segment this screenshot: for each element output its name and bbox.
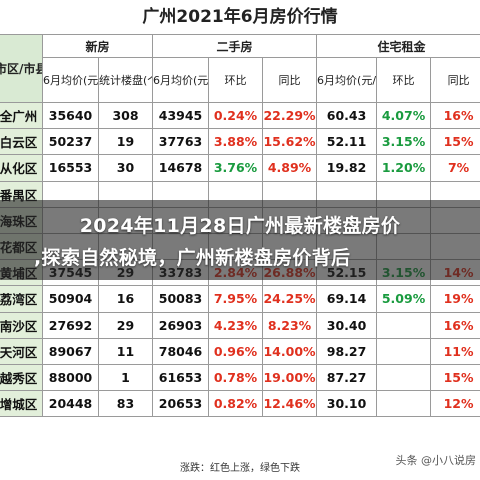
rent-price-cell: 30.10 bbox=[316, 390, 378, 418]
table-row: 荔湾区 50904 16 50083 7.95% 24.25% 69.14 5.09% 19% bbox=[0, 285, 480, 313]
sh-yoy-cell: 12.46% bbox=[262, 390, 318, 418]
new-count-cell: 30 bbox=[97, 154, 154, 182]
new-count-cell: 19 bbox=[97, 128, 154, 156]
sh-yoy-cell: 22.29% bbox=[262, 101, 318, 130]
new-price-cell: 27692 bbox=[42, 311, 99, 339]
rent-mom-cell bbox=[376, 363, 432, 392]
table-row: 从化区 16553 30 14678 3.76% 4.89% 19.82 1.20% 7% bbox=[0, 154, 480, 182]
sh-yoy-cell: 24.25% bbox=[262, 285, 318, 313]
new-price-cell: 50904 bbox=[42, 285, 99, 313]
table-row: 全广州 35640 308 43945 0.24% 22.29% 60.43 4.07% 16% bbox=[0, 101, 480, 130]
district-name-cell: 天河区 bbox=[0, 337, 43, 365]
district-header: 市区/市县 bbox=[0, 34, 43, 103]
sh-yoy-header: 同比 bbox=[262, 57, 318, 103]
rent-yoy-cell: 19% bbox=[430, 285, 480, 313]
rent-mom-cell: 5.09% bbox=[376, 285, 432, 313]
rent-yoy-cell: 15% bbox=[430, 128, 480, 156]
new-home-header: 新房 bbox=[41, 34, 154, 58]
rent-price-cell: 69.14 bbox=[316, 285, 378, 313]
rent-price-cell: 19.82 bbox=[316, 154, 378, 182]
rent-mom-cell bbox=[376, 311, 432, 339]
rent-price-cell: 52.11 bbox=[316, 128, 378, 156]
sh-mom-cell: 3.76% bbox=[208, 154, 264, 182]
sh-yoy-cell: 14.00% bbox=[262, 337, 318, 365]
new-count-cell: 29 bbox=[97, 311, 154, 339]
second-hand-header: 二手房 bbox=[152, 34, 318, 58]
rent-avg-price-header: 6月均价(元/㎡) bbox=[316, 57, 378, 103]
sh-price-cell: 20653 bbox=[152, 390, 210, 418]
sh-yoy-cell: 8.23% bbox=[262, 311, 318, 339]
sh-mom-cell: 0.82% bbox=[208, 390, 264, 418]
sh-price-cell: 61653 bbox=[152, 363, 210, 392]
rent-mom-cell bbox=[376, 337, 432, 365]
sh-yoy-cell: 4.89% bbox=[262, 154, 318, 182]
table-row: 天河区 89067 11 78046 0.96% 14.00% 98.27 11% bbox=[0, 337, 480, 365]
rent-mom-cell: 3.15% bbox=[376, 128, 432, 156]
rent-price-cell: 60.43 bbox=[316, 101, 378, 130]
overlay-headline: 2024年11月28日广州最新楼盘房价 bbox=[79, 215, 401, 237]
sh-price-cell: 50083 bbox=[152, 285, 210, 313]
new-price-cell: 89067 bbox=[42, 337, 99, 365]
new-count-cell: 308 bbox=[97, 101, 154, 130]
district-name-cell: 荔湾区 bbox=[0, 285, 43, 313]
new-price-cell: 50237 bbox=[42, 128, 99, 156]
sh-mom-cell: 0.96% bbox=[208, 337, 264, 365]
sh-mom-cell: 4.23% bbox=[208, 311, 264, 339]
source-watermark: 头条 @小八说房 bbox=[395, 454, 477, 467]
rent-price-cell: 30.40 bbox=[316, 311, 378, 339]
sh-price-cell: 43945 bbox=[152, 101, 210, 130]
table-row: 南沙区 27692 29 26903 4.23% 8.23% 30.40 16% bbox=[0, 311, 480, 339]
rent-yoy-cell: 7% bbox=[430, 154, 480, 182]
new-count-cell: 83 bbox=[97, 390, 154, 418]
sh-price-cell: 37763 bbox=[152, 128, 210, 156]
sh-price-cell: 14678 bbox=[152, 154, 210, 182]
district-name-cell: 全广州 bbox=[0, 101, 43, 130]
rent-yoy-header: 同比 bbox=[430, 57, 480, 103]
color-legend: 涨跌：红色上涨，绿色下跌 bbox=[180, 463, 300, 474]
rent-yoy-cell: 11% bbox=[430, 337, 480, 365]
rent-yoy-cell: 16% bbox=[430, 311, 480, 339]
sh-mom-cell: 3.88% bbox=[208, 128, 264, 156]
table-row: 增城区 20448 83 20653 0.82% 12.46% 30.10 12% bbox=[0, 390, 480, 418]
district-name-cell: 南沙区 bbox=[0, 311, 43, 339]
rent-mom-cell: 4.07% bbox=[376, 101, 432, 130]
rent-yoy-cell: 16% bbox=[430, 101, 480, 130]
table-row: 越秀区 88000 1 61653 0.78% 19.00% 87.27 15% bbox=[0, 363, 480, 392]
new-count-cell: 11 bbox=[97, 337, 154, 365]
district-name-cell: 增城区 bbox=[0, 390, 43, 418]
new-listings-header: 统计楼盘(个) bbox=[97, 57, 154, 103]
overlay-subheadline: ,探索自然秘境，广州新楼盘房价背后 bbox=[34, 247, 351, 269]
new-price-cell: 35640 bbox=[42, 101, 99, 130]
new-count-cell: 16 bbox=[97, 285, 154, 313]
rent-yoy-cell: 15% bbox=[430, 363, 480, 392]
rent-mom-header: 环比 bbox=[376, 57, 432, 103]
sh-mom-header: 环比 bbox=[208, 57, 264, 103]
rent-price-cell: 98.27 bbox=[316, 337, 378, 365]
sh-mom-cell: 7.95% bbox=[208, 285, 264, 313]
district-name-cell: 从化区 bbox=[0, 154, 43, 182]
sh-yoy-cell: 15.62% bbox=[262, 128, 318, 156]
rent-price-cell: 87.27 bbox=[316, 363, 378, 392]
new-avg-price-header: 6月均价(元/㎡) bbox=[42, 57, 99, 103]
sh-avg-price-header: 6月均价(元/㎡) bbox=[152, 57, 210, 103]
new-price-cell: 20448 bbox=[42, 390, 99, 418]
sh-price-cell: 26903 bbox=[152, 311, 210, 339]
table-title: 广州2021年6月房价行情 bbox=[0, 0, 480, 34]
sh-yoy-cell: 19.00% bbox=[262, 363, 318, 392]
new-price-cell: 16553 bbox=[42, 154, 99, 182]
district-name-cell: 越秀区 bbox=[0, 363, 43, 392]
sh-mom-cell: 0.24% bbox=[208, 101, 264, 130]
sh-price-cell: 78046 bbox=[152, 337, 210, 365]
table-row: 白云区 50237 19 37763 3.88% 15.62% 52.11 3.15% 15% bbox=[0, 128, 480, 156]
sh-mom-cell: 0.78% bbox=[208, 363, 264, 392]
rent-mom-cell: 1.20% bbox=[376, 154, 432, 182]
rent-yoy-cell: 12% bbox=[430, 390, 480, 418]
new-price-cell: 88000 bbox=[42, 363, 99, 392]
district-name-cell: 白云区 bbox=[0, 128, 43, 156]
title-overlay-band bbox=[0, 200, 480, 280]
rent-mom-cell bbox=[376, 390, 432, 418]
new-count-cell: 1 bbox=[97, 363, 154, 392]
rental-header: 住宅租金 bbox=[316, 34, 480, 58]
